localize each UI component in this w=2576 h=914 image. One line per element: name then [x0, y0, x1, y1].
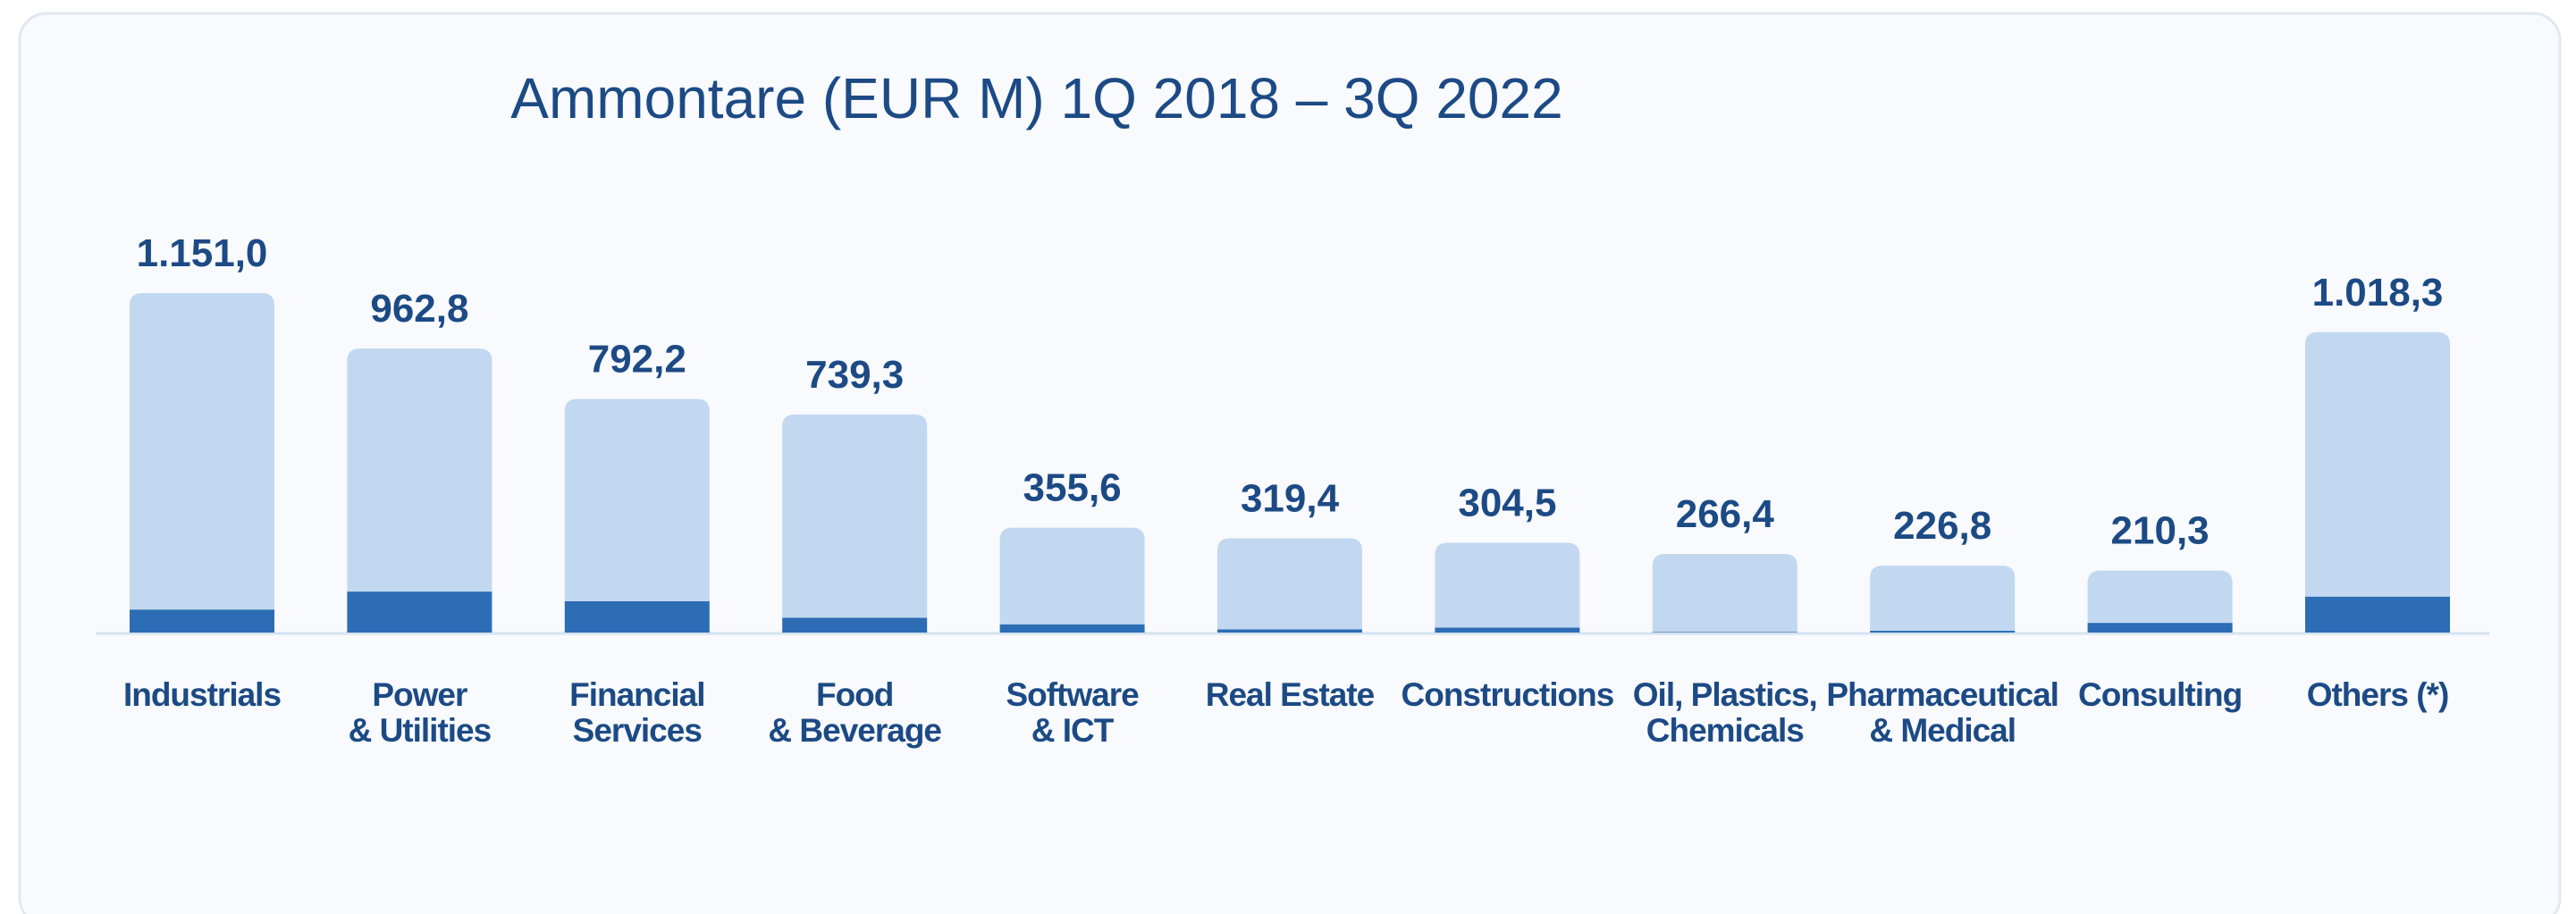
bar-segment — [347, 591, 492, 633]
value-label: 210,3 — [2111, 509, 2210, 553]
value-label: 226,8 — [1893, 504, 1991, 548]
bar-segment — [1217, 629, 1362, 633]
x-tick-label: Financial Services — [569, 676, 704, 749]
bar-segment — [1870, 631, 2016, 633]
bar-segment — [130, 293, 274, 610]
bar-segment — [564, 601, 710, 633]
x-tick-label: Pharmaceutical & Medical — [1826, 676, 2058, 749]
bar-segment — [2087, 623, 2233, 633]
bar-segment — [2305, 596, 2450, 633]
card — [18, 12, 2562, 914]
x-tick-label: Constructions — [1402, 676, 1614, 713]
bar-segment — [2305, 331, 2450, 597]
x-tick-label: Power & Utilities — [349, 676, 492, 749]
x-tick-label: Software & ICT — [1006, 676, 1139, 749]
bar-segment — [1652, 632, 1797, 633]
value-label: 355,6 — [1023, 466, 1122, 510]
bar-segment — [564, 398, 710, 602]
bar-segment — [782, 414, 928, 618]
value-label: 266,4 — [1676, 492, 1775, 536]
x-tick-label: Consulting — [2078, 676, 2242, 713]
bar-segment — [999, 527, 1145, 625]
x-tick-label: Oil, Plastics, Chemicals — [1633, 676, 1817, 749]
value-label: 1.018,3 — [2312, 271, 2444, 314]
value-label: 792,2 — [588, 337, 686, 381]
bar-segment — [347, 348, 492, 592]
x-tick-label: Real Estate — [1206, 676, 1375, 713]
chart-title: Ammontare (EUR M) 1Q 2018 – 3Q 2022 — [510, 66, 1562, 130]
bar-segment — [1870, 566, 2016, 632]
x-tick-label: Industrials — [123, 676, 282, 713]
bar-segment — [130, 609, 274, 633]
bar-segment — [1435, 542, 1580, 628]
x-tick-label: Food & Beverage — [768, 676, 941, 749]
value-label: 962,8 — [370, 287, 468, 331]
value-label: 1.151,0 — [137, 231, 268, 275]
bar-segment — [2087, 570, 2233, 624]
bar-segment — [1217, 538, 1362, 630]
value-label: 304,5 — [1458, 481, 1556, 524]
bar-segment — [782, 617, 928, 633]
value-label: 739,3 — [805, 353, 904, 397]
bar-segment — [1435, 627, 1580, 633]
x-tick-label: Others (*) — [2307, 676, 2449, 713]
bar-segment — [999, 624, 1145, 633]
value-label: 319,4 — [1241, 477, 1340, 521]
bar-segment — [1652, 554, 1797, 633]
